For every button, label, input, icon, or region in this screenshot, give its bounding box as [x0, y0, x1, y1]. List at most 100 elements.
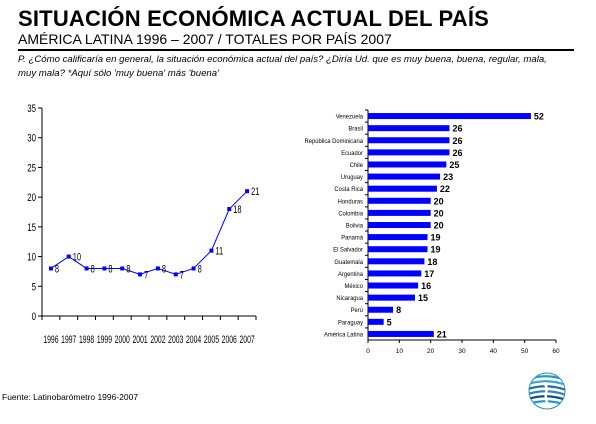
y-tick-label: 10: [27, 251, 36, 264]
bar: [368, 173, 441, 180]
category-label: Guatemala: [334, 259, 363, 266]
data-label: 8: [108, 262, 112, 275]
bar: [368, 222, 431, 228]
bar: [368, 282, 419, 289]
data-label: 8: [162, 262, 166, 275]
bar-value-label: 52: [534, 112, 544, 122]
bar-value-label: 26: [452, 148, 462, 158]
source-note: Fuente: Latinobarómetro 1996-2007: [2, 392, 139, 402]
data-point: [48, 266, 53, 271]
data-point: [227, 207, 232, 212]
y-tick-label: 35: [27, 103, 36, 116]
data-label: 11: [215, 244, 223, 257]
bar-value-label: 5: [387, 317, 392, 327]
bar: [368, 209, 431, 216]
x-tick-label: 2000: [115, 333, 130, 345]
x-tick-label: 30: [458, 348, 466, 355]
bar: [368, 270, 422, 277]
bar-value-label: 20: [434, 221, 444, 231]
x-tick-label: 2007: [240, 333, 255, 345]
bar: [368, 137, 450, 144]
bar: [368, 161, 447, 168]
x-tick-label: 20: [427, 348, 435, 355]
title-divider: [18, 49, 574, 51]
data-point: [138, 272, 143, 277]
x-tick-label: 2003: [168, 333, 183, 345]
bar: [368, 113, 531, 120]
category-label: República Dominicana: [305, 138, 364, 145]
data-point: [245, 189, 250, 194]
category-label: América Latina: [324, 331, 363, 338]
data-point: [66, 254, 71, 259]
category-label: El Salvador: [333, 246, 363, 253]
bar-value-label: 20: [434, 196, 444, 206]
series-line: [50, 190, 248, 275]
bar: [368, 258, 425, 265]
bar-value-label: 18: [427, 257, 437, 267]
category-label: Nicaragua: [336, 295, 363, 302]
bar-value-label: 21: [437, 329, 447, 339]
category-label: Honduras: [338, 198, 363, 205]
bar: [368, 294, 415, 301]
survey-question: P. ¿Cómo calificaría en general, la situ…: [18, 54, 547, 79]
bar-value-label: 19: [431, 245, 441, 255]
bar-value-label: 16: [421, 281, 431, 291]
bar-value-label: 20: [434, 208, 444, 218]
data-label: 10: [73, 250, 81, 263]
y-tick-label: 25: [27, 162, 36, 175]
x-tick-label: 1998: [79, 333, 94, 345]
data-label: 8: [55, 262, 59, 275]
x-tick-label: 60: [552, 348, 560, 355]
data-label: 8: [91, 262, 95, 275]
category-label: Ecuador: [341, 150, 363, 157]
x-tick-label: 0: [366, 348, 370, 355]
category-label: Panamá: [341, 234, 363, 241]
bar-value-label: 8: [396, 305, 401, 315]
category-label: Perú: [351, 307, 364, 314]
x-tick-label: 2002: [150, 333, 165, 345]
bar: [368, 246, 428, 253]
data-label: 7: [144, 268, 148, 281]
bar: [368, 149, 450, 156]
data-point: [191, 266, 196, 271]
bar: [368, 306, 394, 313]
bar-value-label: 26: [452, 136, 462, 146]
x-tick-label: 50: [521, 348, 529, 355]
x-tick-label: 1997: [61, 333, 76, 345]
x-tick-label: 1999: [97, 333, 112, 345]
data-label: 21: [251, 185, 259, 198]
data-point: [84, 266, 89, 271]
page-title: SITUACIÓN ECONÓMICA ACTUAL DEL PAÍS: [18, 6, 490, 31]
data-point: [102, 266, 107, 271]
y-tick-label: 15: [27, 222, 36, 235]
bar-value-label: 25: [449, 160, 459, 170]
category-label: Brasil: [348, 125, 363, 132]
latinobarometro-globe-icon: [528, 372, 566, 410]
category-label: Bolivia: [346, 222, 364, 229]
x-tick-label: 1996: [43, 333, 58, 345]
x-tick-label: 2004: [186, 333, 201, 345]
category-label: Colombia: [338, 210, 363, 217]
bar-value-label: 17: [424, 269, 434, 279]
category-label: Paraguay: [338, 319, 364, 326]
data-label: 8: [126, 262, 130, 275]
y-tick-label: 0: [32, 311, 36, 324]
data-point: [173, 272, 178, 277]
bar-value-label: 19: [431, 233, 441, 243]
category-label: Chile: [350, 162, 364, 169]
x-tick-label: 2001: [133, 333, 148, 345]
bar: [368, 330, 434, 337]
x-tick-label: 40: [490, 348, 498, 355]
category-label: Costa Rica: [334, 186, 363, 193]
bar: [368, 185, 437, 192]
data-point: [120, 266, 125, 271]
bar: [368, 125, 450, 132]
bar-value-label: 22: [440, 184, 450, 194]
x-tick-label: 2005: [204, 333, 219, 345]
category-label: Uruguay: [341, 174, 364, 181]
bar-value-label: 15: [418, 293, 428, 303]
category-label: Venezuela: [336, 113, 364, 120]
y-tick-label: 5: [32, 281, 36, 294]
bar-value-label: 26: [452, 124, 462, 134]
data-point: [209, 248, 214, 253]
